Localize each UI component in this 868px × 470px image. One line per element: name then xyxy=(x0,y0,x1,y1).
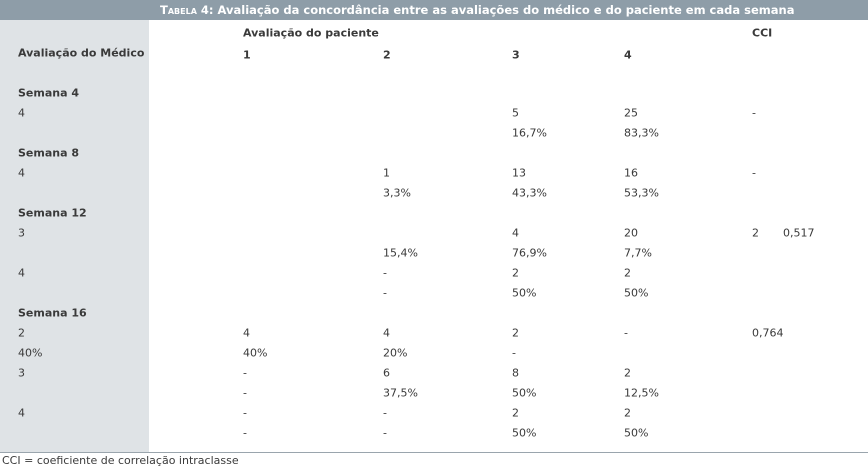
table-cell: 2 xyxy=(752,226,759,240)
table-cell: - xyxy=(383,426,387,440)
table-cell: 20% xyxy=(383,346,408,360)
table-title: Avaliação da concordância entre as avali… xyxy=(217,3,795,17)
table-cell: 4 xyxy=(383,326,390,340)
table-cell: 4 xyxy=(18,266,25,280)
table-cell: 12,5% xyxy=(624,386,659,400)
cci-header: CCI xyxy=(752,26,773,40)
section-label: Semana 12 xyxy=(18,206,87,220)
table-cell: 0,517 xyxy=(783,226,815,240)
table-cell: 16,7% xyxy=(512,126,547,140)
table-cell: - xyxy=(243,366,247,380)
table-cell: - xyxy=(512,346,516,360)
table-cell: 2 xyxy=(512,326,519,340)
table-cell: 16 xyxy=(624,166,638,180)
table-cell: 25 xyxy=(624,106,638,120)
table-cell: 50% xyxy=(512,386,537,400)
bottom-rule xyxy=(0,452,868,453)
row-header-column xyxy=(0,20,149,452)
table-cell: - xyxy=(243,406,247,420)
table-cell: - xyxy=(243,426,247,440)
table-cell: 13 xyxy=(512,166,526,180)
section-label: Semana 16 xyxy=(18,306,87,320)
table-cell: 50% xyxy=(624,426,649,440)
table-cell: - xyxy=(243,386,247,400)
table-cell: 4 xyxy=(18,166,25,180)
table-cell: 3,3% xyxy=(383,186,411,200)
table-cell: 2 xyxy=(624,366,631,380)
table-cell: 2 xyxy=(624,406,631,420)
table-cell: 20 xyxy=(624,226,638,240)
table-cell: 1 xyxy=(383,166,390,180)
table-cell: 2 xyxy=(624,266,631,280)
table-cell: 5 xyxy=(512,106,519,120)
table-cell: 2 xyxy=(512,266,519,280)
table-cell: 53,3% xyxy=(624,186,659,200)
title-bar: Tabela 4: Avaliação da concordância entr… xyxy=(0,0,868,20)
table-cell: 4 xyxy=(18,406,25,420)
table-cell: 4 xyxy=(243,326,250,340)
section-label: Semana 8 xyxy=(18,146,80,160)
table-cell: 2 xyxy=(18,326,25,340)
table-cell: 37,5% xyxy=(383,386,418,400)
table-cell: 0,764 xyxy=(752,326,784,340)
table-cell: - xyxy=(383,266,387,280)
table-cell: 50% xyxy=(512,286,537,300)
section-label: Semana 4 xyxy=(18,86,80,100)
table-cell: - xyxy=(752,166,756,180)
column-header: 1 xyxy=(243,48,251,62)
table-cell: 15,4% xyxy=(383,246,418,260)
table-cell: 50% xyxy=(512,426,537,440)
column-header: 4 xyxy=(624,48,632,62)
table-cell: 4 xyxy=(512,226,519,240)
table-cell: 83,3% xyxy=(624,126,659,140)
table-cell: 3 xyxy=(18,366,25,380)
table-cell: - xyxy=(624,326,628,340)
table-cell: 2 xyxy=(512,406,519,420)
column-header: 3 xyxy=(512,48,520,62)
table-label: Tabela 4: xyxy=(160,3,214,17)
table-cell: - xyxy=(383,406,387,420)
group-header: Avaliação do paciente xyxy=(243,26,379,40)
table-cell: 43,3% xyxy=(512,186,547,200)
table-cell: 50% xyxy=(624,286,649,300)
table-cell: - xyxy=(752,106,756,120)
footnote: CCI = coeficiente de correlação intracla… xyxy=(2,454,239,467)
table-cell: 7,7% xyxy=(624,246,652,260)
table-cell: 6 xyxy=(383,366,390,380)
table-cell: 40% xyxy=(18,346,43,360)
table-cell: 4 xyxy=(18,106,25,120)
table-cell: - xyxy=(383,286,387,300)
table-cell: 8 xyxy=(512,366,519,380)
table-cell: 40% xyxy=(243,346,268,360)
table-cell: 3 xyxy=(18,226,25,240)
table-cell: 76,9% xyxy=(512,246,547,260)
row-label-header: Avaliação do Médico xyxy=(18,46,145,60)
column-header: 2 xyxy=(383,48,391,62)
